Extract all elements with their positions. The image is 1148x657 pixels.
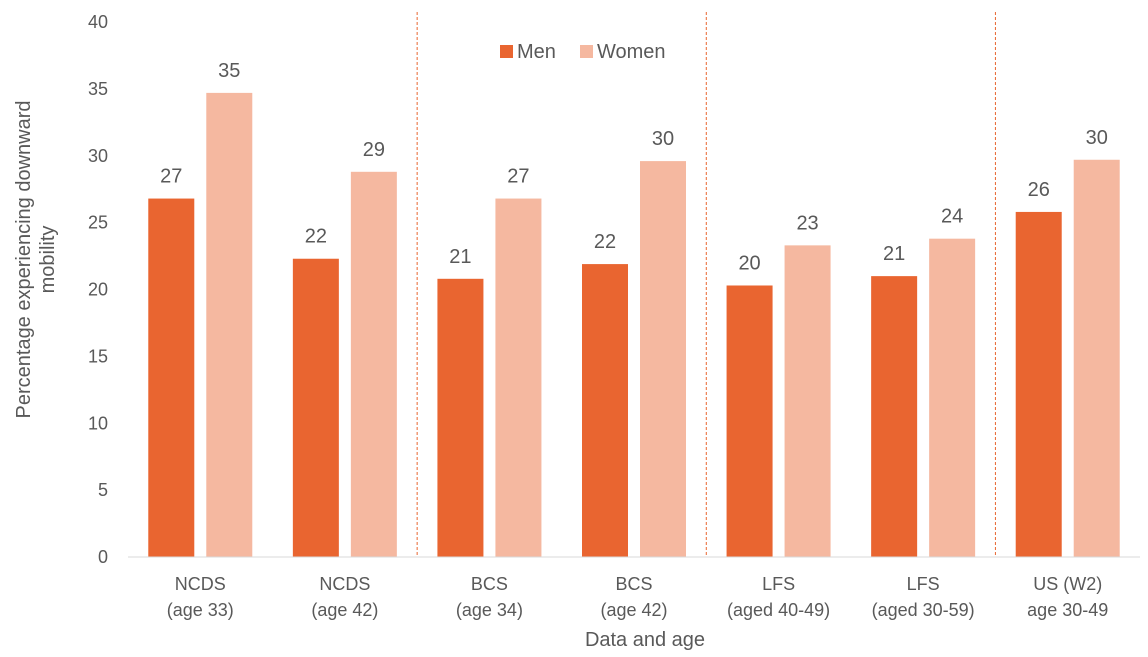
data-labels: 27 22 21 22 20 21 26 35 29 27 30 23 24 30	[160, 60, 1108, 275]
data-label: 29	[363, 139, 385, 161]
y-tick-label: 40	[88, 12, 108, 32]
x-category-line: NCDS	[175, 574, 226, 594]
legend-swatch-women	[580, 45, 593, 58]
legend-label-men: Men	[517, 41, 556, 63]
y-tick-label: 25	[88, 213, 108, 233]
x-category-line: (age 33)	[167, 600, 234, 620]
x-category-line: NCDS	[319, 574, 370, 594]
legend-label-women: Women	[597, 41, 666, 63]
bar-women	[640, 161, 686, 557]
x-category-line: age 30-49	[1027, 600, 1108, 620]
y-axis-title-line: Percentage experiencing downward	[13, 101, 35, 419]
bar-women	[350, 171, 397, 558]
data-label: 35	[218, 60, 240, 82]
x-category-line: BCS	[615, 574, 652, 594]
data-label: 23	[796, 212, 818, 234]
x-category-line: (age 42)	[311, 600, 378, 620]
y-axis-ticks: 0 5 10 15 20 25 30 35 40	[88, 12, 108, 567]
data-label: 22	[594, 231, 616, 253]
x-category-line: LFS	[762, 574, 795, 594]
x-axis-title: Data and age	[585, 629, 705, 651]
legend-swatch-men	[500, 45, 513, 58]
bar-men	[1015, 211, 1062, 558]
legend: Men Women	[500, 41, 666, 63]
x-category-line: (age 34)	[456, 600, 523, 620]
x-category-line: LFS	[907, 574, 940, 594]
y-axis-title-line: mobility	[37, 226, 59, 294]
data-label: 27	[507, 166, 529, 188]
x-category-line: (aged 40-49)	[727, 600, 830, 620]
data-label: 21	[883, 243, 905, 265]
bar-men	[292, 258, 339, 557]
x-category-line: BCS	[471, 574, 508, 594]
y-tick-label: 15	[88, 346, 108, 366]
data-label: 21	[449, 246, 471, 268]
data-label: 30	[652, 128, 674, 150]
bar-men	[437, 278, 484, 557]
bar-women	[784, 245, 831, 558]
bar-men	[148, 198, 195, 558]
y-tick-label: 0	[98, 547, 108, 567]
x-category-label: LFS (aged 30-59)	[872, 574, 975, 620]
y-tick-label: 30	[88, 146, 108, 166]
y-tick-label: 20	[88, 280, 108, 300]
bar-men	[871, 276, 918, 557]
x-category-label: BCS (age 42)	[600, 574, 667, 620]
x-category-line: (aged 30-59)	[872, 600, 975, 620]
data-label: 24	[941, 206, 963, 228]
group-separators	[416, 12, 996, 557]
bar-men	[582, 264, 628, 557]
data-label: 22	[305, 226, 327, 248]
y-axis-title-text: Percentage experiencing downward mobility	[13, 101, 59, 419]
x-category-label: NCDS (age 33)	[167, 574, 234, 620]
bar-women	[1073, 159, 1120, 557]
x-category-line: (age 42)	[600, 600, 667, 620]
data-label: 27	[160, 166, 182, 188]
data-label: 26	[1028, 179, 1050, 201]
y-axis-title: Percentage experiencing downward mobility	[13, 101, 59, 419]
bars	[148, 92, 1120, 558]
x-category-label: NCDS (age 42)	[311, 574, 378, 620]
x-axis-categories: NCDS (age 33) NCDS (age 42) BCS (age 34) BCS (a…	[167, 574, 1108, 620]
x-category-label: US (W2) age 30-49	[1027, 574, 1108, 620]
y-tick-label: 35	[88, 79, 108, 99]
data-label: 30	[1086, 127, 1108, 149]
bar-women	[929, 238, 976, 558]
data-label: 20	[738, 252, 760, 274]
x-category-line: US (W2)	[1033, 574, 1102, 594]
y-tick-label: 10	[88, 413, 108, 433]
y-tick-label: 5	[98, 480, 108, 500]
bar-men	[726, 285, 773, 557]
bar-women	[206, 92, 253, 557]
x-category-label: BCS (age 34)	[456, 574, 523, 620]
bar-women	[495, 198, 542, 558]
x-category-label: LFS (aged 40-49)	[727, 574, 830, 620]
